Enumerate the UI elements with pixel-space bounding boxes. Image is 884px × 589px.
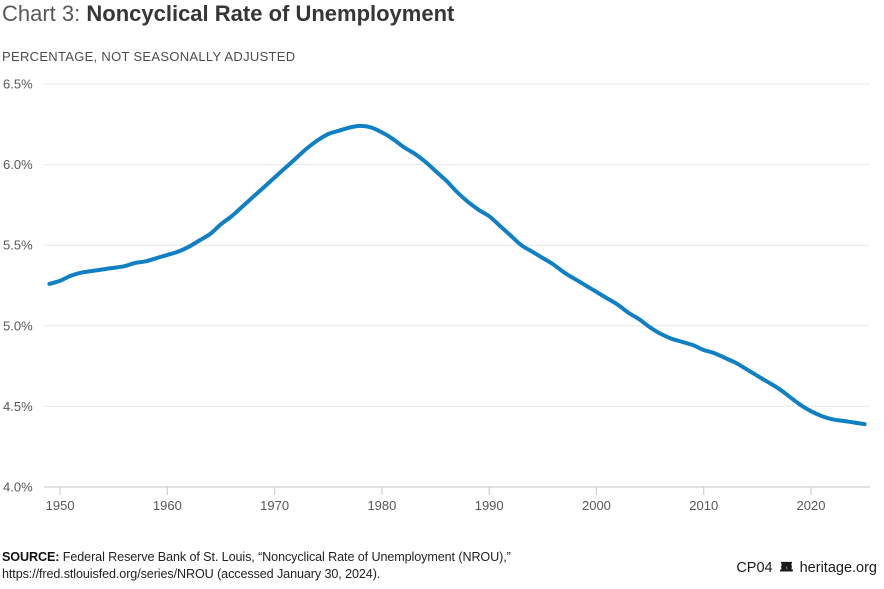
x-tick-label: 1960 — [153, 498, 182, 513]
chart-title: Chart 3: Noncyclical Rate of Unemploymen… — [2, 0, 454, 27]
source-line-2: https://fred.stlouisfed.org/series/NROU … — [2, 567, 381, 581]
chart-subtitle: PERCENTAGE, NOT SEASONALLY ADJUSTED — [2, 49, 296, 64]
y-tick-label: 6.5% — [3, 77, 33, 92]
x-tick-label: 2000 — [582, 498, 611, 513]
unemployment-line-chart: 4.0% 4.5% 5.0% 5.5% 6.0% 6.5% 1950 1960 1970 1980… — [3, 77, 870, 513]
chart-number: Chart 3: — [2, 1, 87, 26]
source-note: SOURCE: Federal Reserve Bank of St. Loui… — [2, 549, 511, 583]
x-tick-label: 1990 — [475, 498, 504, 513]
chart-title-text: Noncyclical Rate of Unemployment — [86, 1, 455, 26]
liberty-bell-icon — [779, 561, 794, 575]
y-tick-label: 5.0% — [3, 318, 33, 333]
y-tick-label: 4.0% — [3, 480, 33, 495]
y-tick-label: 4.5% — [3, 399, 33, 414]
x-tick-label: 2020 — [797, 498, 826, 513]
y-tick-label: 5.5% — [3, 238, 33, 253]
y-tick-label: 6.0% — [3, 157, 33, 172]
source-label: SOURCE: — [2, 550, 60, 564]
x-tick-label: 2010 — [689, 498, 718, 513]
site-name: heritage.org — [799, 560, 877, 576]
x-tick-label: 1980 — [367, 498, 396, 513]
nrou-series-line — [47, 123, 867, 427]
x-tick-label: 1950 — [46, 498, 75, 513]
chart-code: CP04 — [736, 560, 773, 576]
footer-branding: CP04 heritage.org — [736, 560, 877, 576]
source-text: Federal Reserve Bank of St. Louis, “Nonc… — [59, 550, 511, 564]
x-tick-label: 1970 — [260, 498, 289, 513]
source-line-1: SOURCE: Federal Reserve Bank of St. Loui… — [2, 549, 511, 566]
